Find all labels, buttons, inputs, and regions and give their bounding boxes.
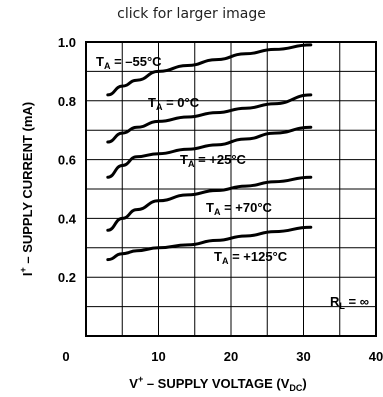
y-tick-label: 0.2	[58, 270, 76, 285]
x-tick-label: 20	[224, 349, 238, 364]
y-tick-label: 0.6	[58, 153, 76, 168]
series-label: TA = +70°C	[206, 200, 273, 217]
series-line	[106, 175, 313, 232]
x-tick-label: 0	[62, 349, 69, 364]
rl-annotation: RL = ∞	[330, 294, 369, 311]
caption-link[interactable]: click for larger image	[117, 6, 266, 22]
x-tick-label: 10	[151, 349, 165, 364]
series-line	[106, 93, 313, 144]
y-axis-label: I+ – SUPPLY CURRENT (mA)	[18, 102, 35, 276]
series-line	[106, 43, 313, 97]
y-ticks: 0.2 0.4 0.6 0.8 1.0	[58, 35, 77, 285]
series-label: TA = –55°C	[96, 54, 162, 71]
series-label: TA = +125°C	[214, 249, 288, 266]
series-group	[106, 43, 313, 262]
x-ticks: 0 10 20 30 40	[62, 349, 383, 364]
series-labels: TA = –55°C TA = 0°C TA = +25°C TA = +70°C TA…	[96, 54, 288, 266]
x-tick-label: 40	[369, 349, 383, 364]
x-axis-label: V+ – SUPPLY VOLTAGE (VDC)	[129, 374, 306, 393]
x-tick-label: 30	[296, 349, 310, 364]
series-label: TA = +25°C	[180, 152, 247, 169]
y-tick-label: 0.8	[58, 94, 76, 109]
series-line	[106, 225, 313, 262]
y-tick-label: 1.0	[58, 35, 76, 50]
y-tick-label: 0.4	[58, 211, 77, 226]
series-label: TA = 0°C	[148, 95, 200, 112]
series-line	[106, 125, 313, 179]
plot-frame	[85, 41, 377, 337]
